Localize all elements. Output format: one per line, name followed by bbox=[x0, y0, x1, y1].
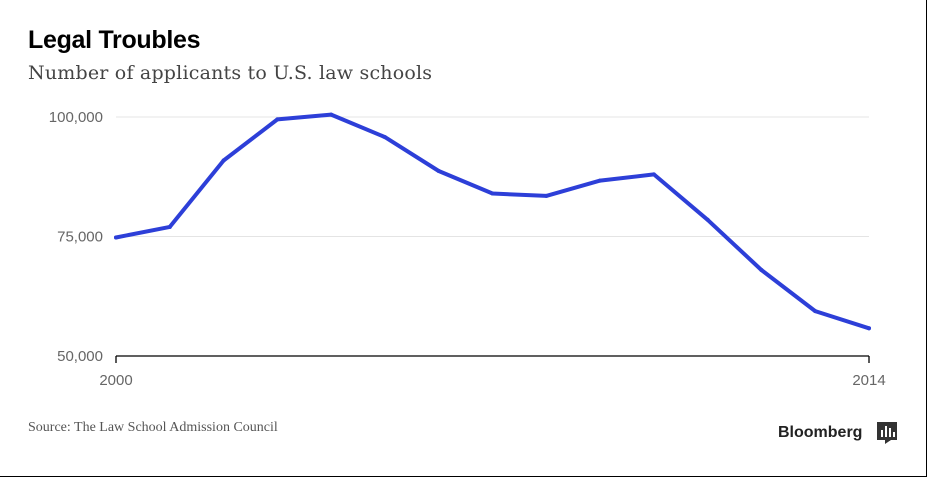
x-tick-label: 2014 bbox=[852, 372, 885, 389]
data-point bbox=[867, 326, 871, 331]
data-point bbox=[114, 235, 118, 240]
data-point bbox=[490, 191, 495, 196]
data-point bbox=[651, 172, 656, 177]
source-note: Source: The Law School Admission Council bbox=[28, 420, 278, 435]
chart-subtitle: Number of applicants to U.S. law schools bbox=[28, 62, 433, 84]
data-point bbox=[544, 193, 549, 198]
bloomberg-chart-icon bbox=[877, 422, 897, 444]
brand-logo: Bloomberg bbox=[778, 424, 863, 441]
data-point bbox=[705, 217, 710, 222]
axes: 100,000 75,000 50,000 2000 2014 bbox=[49, 109, 886, 389]
data-point bbox=[329, 112, 334, 117]
series-layer bbox=[114, 112, 871, 331]
x-tick-label: 2000 bbox=[99, 372, 132, 389]
data-point bbox=[598, 178, 603, 183]
data-point bbox=[275, 117, 280, 122]
y-tick-label: 50,000 bbox=[57, 348, 103, 365]
y-tick-label: 75,000 bbox=[57, 229, 103, 246]
data-point bbox=[221, 158, 226, 163]
y-tick-label: 100,000 bbox=[49, 109, 103, 126]
data-point bbox=[813, 309, 818, 314]
data-point bbox=[382, 135, 387, 140]
data-point bbox=[167, 224, 172, 229]
gridlines bbox=[116, 116, 869, 237]
chart-title: Legal Troubles bbox=[28, 26, 201, 54]
series-line bbox=[114, 112, 871, 331]
data-point bbox=[759, 267, 764, 272]
data-point bbox=[436, 169, 441, 174]
